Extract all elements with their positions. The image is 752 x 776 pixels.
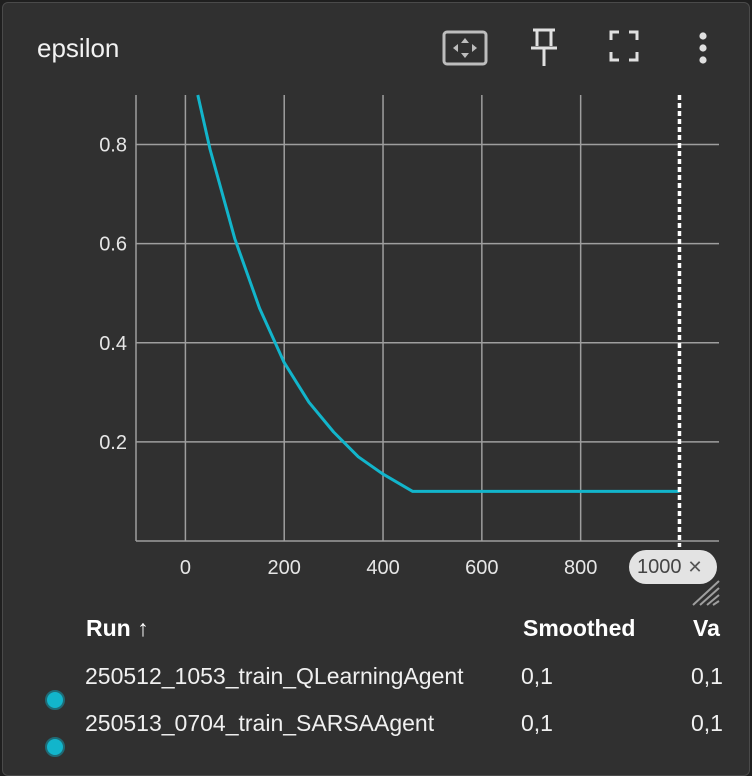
run-name: 250513_0704_train_SARSAAgent <box>85 710 435 736</box>
pin-icon <box>531 28 557 66</box>
smoothed-value: 0,1 <box>521 710 553 736</box>
value-cell: 0,1 <box>691 663 723 689</box>
run-color-dot[interactable] <box>45 690 65 710</box>
close-icon[interactable]: ✕ <box>687 556 703 577</box>
fit-domain-button[interactable] <box>441 25 491 71</box>
run-color-dot[interactable] <box>45 737 65 757</box>
line-chart[interactable]: 0 200 400 600 800 0.2 0.4 0.6 0.8 <box>3 3 749 603</box>
x-tick-label: 600 <box>465 557 498 579</box>
run-header-label: Run <box>86 615 131 641</box>
x-tick-label: 800 <box>564 557 597 579</box>
y-tick-label: 0.8 <box>99 135 127 157</box>
more-vert-icon <box>699 32 707 64</box>
value-cell: 0,1 <box>691 710 723 736</box>
series-line[interactable] <box>196 94 680 493</box>
fullscreen-icon <box>609 30 639 62</box>
fullscreen-button[interactable] <box>607 25 641 71</box>
card-title: epsilon <box>37 33 120 63</box>
pin-button[interactable] <box>527 25 561 71</box>
run-column-header[interactable]: Run ↑ <box>86 615 149 642</box>
step-marker-label: 1000 <box>637 555 682 578</box>
x-tick-label: 200 <box>268 557 301 579</box>
run-name: 250512_1053_train_QLearningAgent <box>85 663 464 689</box>
step-marker-chip[interactable]: 1000 ✕ <box>629 550 717 584</box>
y-tick-label: 0.4 <box>99 333 127 355</box>
sort-arrow-icon: ↑ <box>137 615 149 641</box>
smoothed-column-header[interactable]: Smoothed <box>523 615 636 641</box>
fit-domain-icon <box>442 30 488 66</box>
more-options-button[interactable] <box>693 25 713 71</box>
y-tick-label: 0.2 <box>99 432 127 454</box>
resize-handle-icon[interactable] <box>691 579 721 607</box>
smoothed-value: 0,1 <box>521 663 553 689</box>
x-tick-label: 400 <box>366 557 399 579</box>
value-column-header[interactable]: Va <box>693 615 720 641</box>
y-tick-label: 0.6 <box>99 234 127 256</box>
x-tick-label: 0 <box>180 557 191 579</box>
